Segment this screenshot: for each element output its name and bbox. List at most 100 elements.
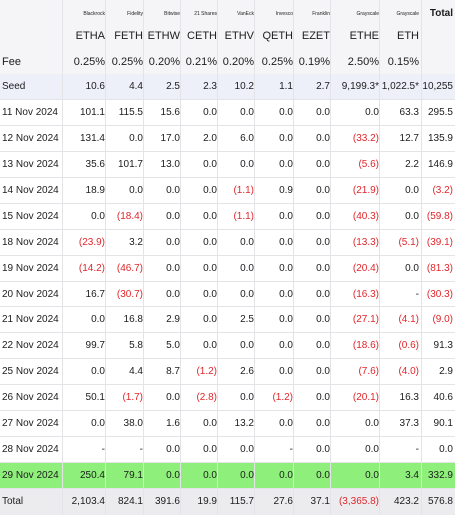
flow-cell: 38.0 [123,418,143,430]
issuer-label: Invesco [275,11,293,17]
flow-cell: 2.5 [166,81,180,92]
flow-cell: 0.0 [316,210,330,222]
table-row: 22 Nov 2024 99.7 5.8 5.0 0.0 0.0 0.0 0.0 (18.6) (… [0,333,455,360]
column-divider [421,0,422,515]
row-date: 22 Nov 2024 [2,340,59,352]
flow-cell: (1.7) [122,392,143,404]
flow-cell: 0.0 [240,340,254,352]
flow-cell: 0.0 [203,288,217,300]
flow-cell: (4.0) [398,366,419,378]
table-row: 12 Nov 2024 131.4 0.0 17.0 2.0 6.0 0.0 0.0 (33.2… [0,126,455,152]
row-total-cell: (59.8) [426,210,453,222]
fee-value: 0.19% [298,56,330,68]
flow-cell: 16.7 [85,288,105,300]
flow-cell: 0.0 [279,366,293,378]
flow-cell: 101.1 [79,106,105,118]
flow-cell: 101.7 [117,158,143,170]
ticker-label: ETHW [147,30,180,42]
flow-cell: 0.0 [365,106,379,118]
flow-cell: 0.0 [240,236,254,248]
row-date: 26 Nov 2024 [2,392,59,404]
flow-cell: (1.2) [272,392,293,404]
row-total-cell: 90.1 [433,418,453,430]
row-date: 28 Nov 2024 [2,444,59,456]
flow-cell: 0.0 [240,444,254,456]
flow-cell: 4.4 [129,81,143,92]
flow-cell: 0.0 [279,340,293,352]
fee-value: 0.25% [261,56,293,68]
flow-cell: 131.4 [79,132,105,144]
table-header: Fee Total Blackrock ETHA 0.25% Fidelity FETH… [0,0,455,74]
flow-cell: 2.2 [405,158,419,170]
table-body: Seed 10.6 4.4 2.5 2.3 10.2 1.1 2.7 9,199.3* 1,022… [0,74,455,515]
table-row: 21 Nov 2024 0.0 16.8 2.9 0.0 2.5 0.0 0.0 (27.1) (… [0,307,455,334]
table-row: 15 Nov 2024 0.0 (18.4) 0.0 0.0 (1.1) 0.0 0.0 (40… [0,204,455,230]
flow-cell: 3.2 [129,236,143,248]
flow-cell: 0.0 [203,262,217,274]
flow-cell: 0.0 [240,262,254,274]
column-divider [143,0,144,515]
flow-cell: 9,199.3* [341,81,379,92]
flow-cell: 0.0 [240,288,254,300]
flow-cell: 5.8 [129,340,143,352]
flow-cell: 0.0 [365,418,379,430]
flow-cell: 0.0 [91,210,105,222]
flow-cell: (7.6) [358,366,379,378]
flow-cell: 5.0 [166,340,180,352]
flow-cell: (1.1) [233,210,254,222]
ticker-label: ETH [397,30,419,42]
row-date: 12 Nov 2024 [2,132,59,144]
flow-cell: 0.0 [316,184,330,196]
row-date: 13 Nov 2024 [2,158,59,170]
flow-cell: 4.4 [129,366,143,378]
flow-cell: 0.0 [166,184,180,196]
issuer-label: 21 Shares [194,11,217,17]
flow-cell: 12.7 [399,132,419,144]
row-total-cell: (9.0) [432,314,453,326]
table-row: 25 Nov 2024 0.0 4.4 8.7 (1.2) 2.6 0.0 0.0 (7.6) (… [0,359,455,386]
flow-cell: 0.0 [203,106,217,118]
fee-value: 0.25% [111,56,143,68]
row-date: 15 Nov 2024 [2,210,59,222]
column-divider [330,0,331,515]
flow-cell: 0.0 [316,106,330,118]
table-row: Seed 10.6 4.4 2.5 2.3 10.2 1.1 2.7 9,199.3* 1,022… [0,74,455,100]
flow-cell: (30.7) [116,288,143,300]
flow-cell: 0.0 [203,236,217,248]
flow-cell: 0.0 [316,132,330,144]
ticker-label: ETHA [75,30,105,42]
issuer-label: Grayscale [396,11,419,17]
row-total-cell: 91.3 [433,340,453,352]
row-total-cell: (39.1) [426,236,453,248]
ticker-label: ETHE [349,30,379,42]
flow-cell: 0.0 [203,210,217,222]
flow-cell: 0.0 [279,132,293,144]
table-row: 29 Nov 2024 250.4 79.1 0.0 0.0 0.0 0.0 0.0 0.0 3.… [0,463,455,489]
ticker-label: ETHV [224,30,254,42]
table-row: 20 Nov 2024 16.7 (30.7) 0.0 0.0 0.0 0.0 0.0 (16.… [0,282,455,308]
flow-cell: 0.9 [279,184,293,196]
ticker-label: EZET [301,30,330,42]
row-date: Total [2,496,24,507]
flow-cell: 2.7 [316,81,330,92]
row-date: 29 Nov 2024 [2,470,59,482]
table-row: 19 Nov 2024 (14.2) (46.7) 0.0 0.0 0.0 0.0 0.0 (2… [0,256,455,282]
flow-cell: (20.1) [352,392,379,404]
flow-cell: 0.0 [405,184,419,196]
flow-cell: 0.0 [203,158,217,170]
flow-cell: 0.0 [166,288,180,300]
flow-cell: 16.3 [399,392,419,404]
row-date: 11 Nov 2024 [2,106,58,118]
flow-cell: 0.0 [203,340,217,352]
flow-cell: 0.0 [279,106,293,118]
flow-cell: (0.6) [398,340,419,352]
flow-cell: 15.6 [160,106,180,118]
flow-cell: (5.1) [398,236,419,248]
issuer-label: Grayscale [356,11,379,17]
flow-cell: 0.0 [166,444,180,456]
row-total-cell: 40.6 [433,392,453,404]
row-total-cell: (3.2) [432,184,453,196]
flow-cell: (5.6) [358,158,379,170]
flow-cell: 0.0 [166,236,180,248]
